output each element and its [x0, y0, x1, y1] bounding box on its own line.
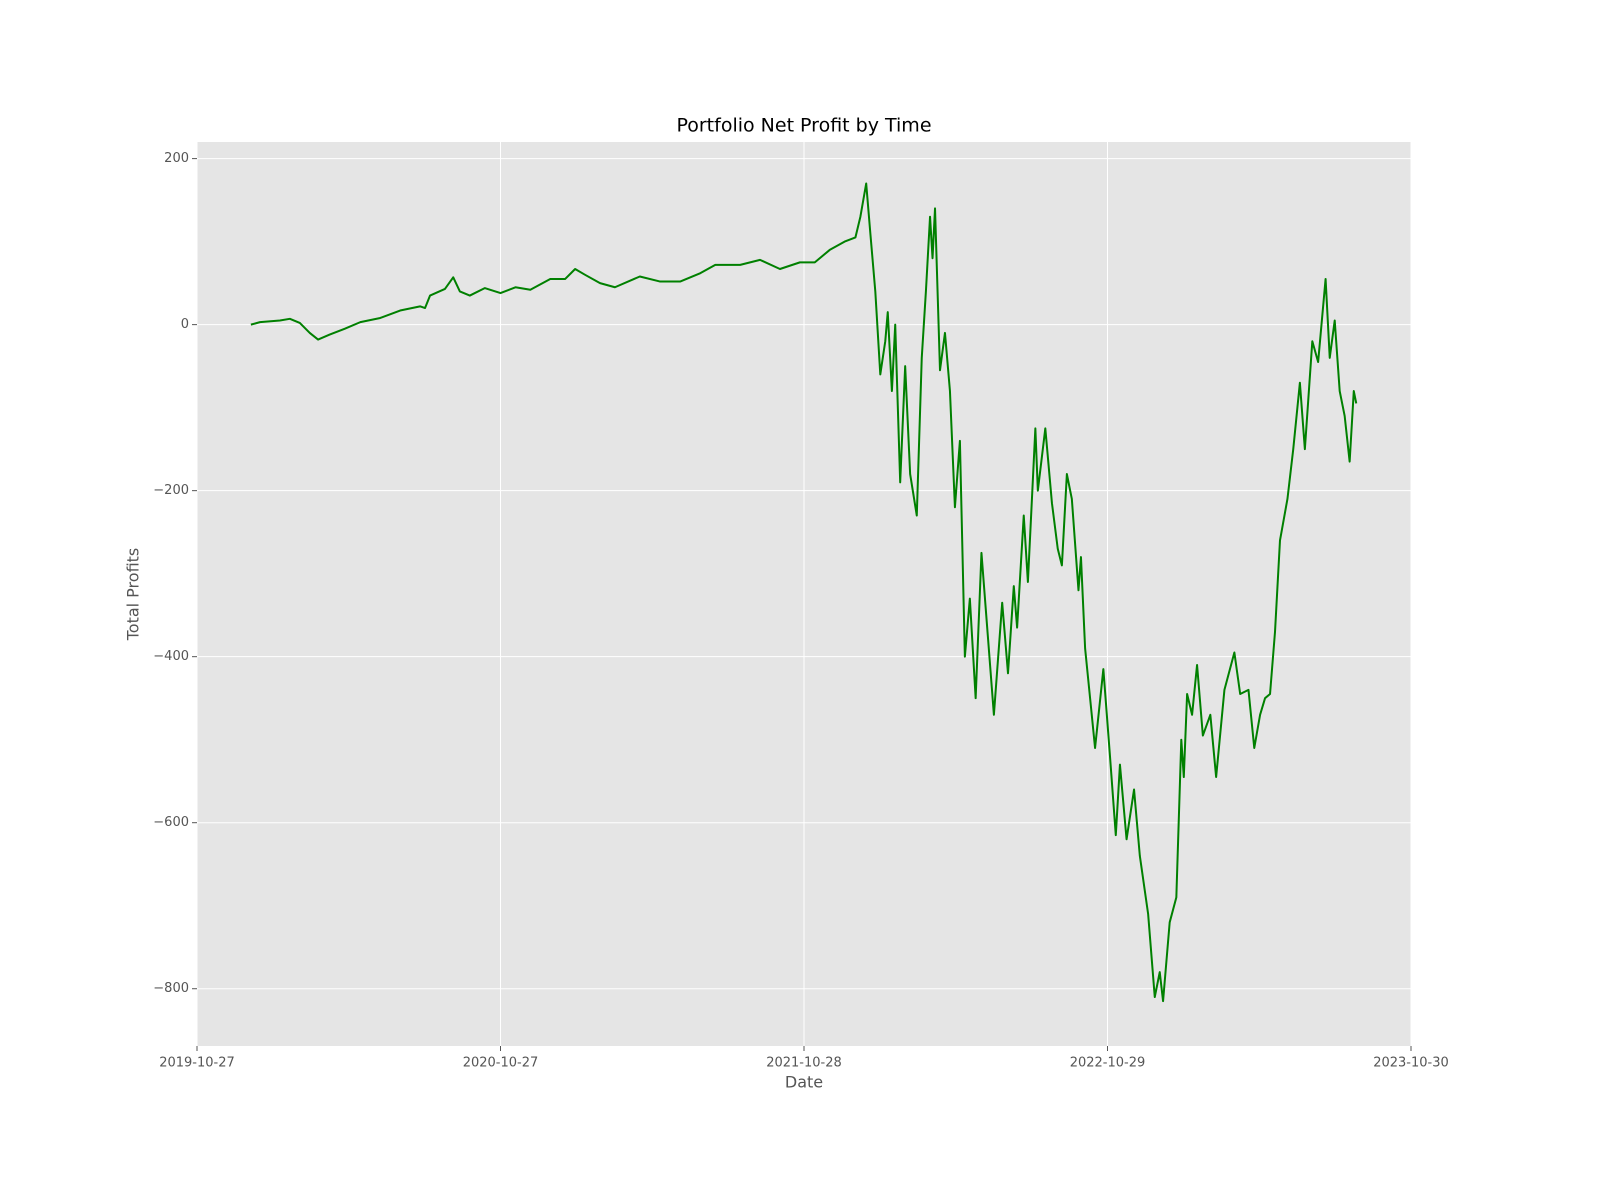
x-tick-label: 2023-10-30 — [1373, 1056, 1449, 1071]
y-tick-label: 200 — [164, 151, 189, 166]
chart-title: Portfolio Net Profit by Time — [676, 115, 931, 137]
y-tick-label: 0 — [181, 317, 189, 332]
y-axis-label: Total Profits — [124, 548, 143, 642]
y-tick-label: −400 — [153, 649, 189, 664]
y-tick-label: −600 — [153, 815, 189, 830]
data-line — [250, 182, 1358, 1003]
y-tick-label: −800 — [153, 981, 189, 996]
x-tick-label: 2020-10-27 — [463, 1056, 539, 1071]
x-tick-label: 2022-10-29 — [1070, 1056, 1146, 1071]
x-axis-label: Date — [785, 1073, 823, 1092]
x-tick-label: 2019-10-27 — [159, 1056, 235, 1071]
y-tick-label: −200 — [153, 483, 189, 498]
x-tick-label: 2021-10-28 — [766, 1056, 842, 1071]
